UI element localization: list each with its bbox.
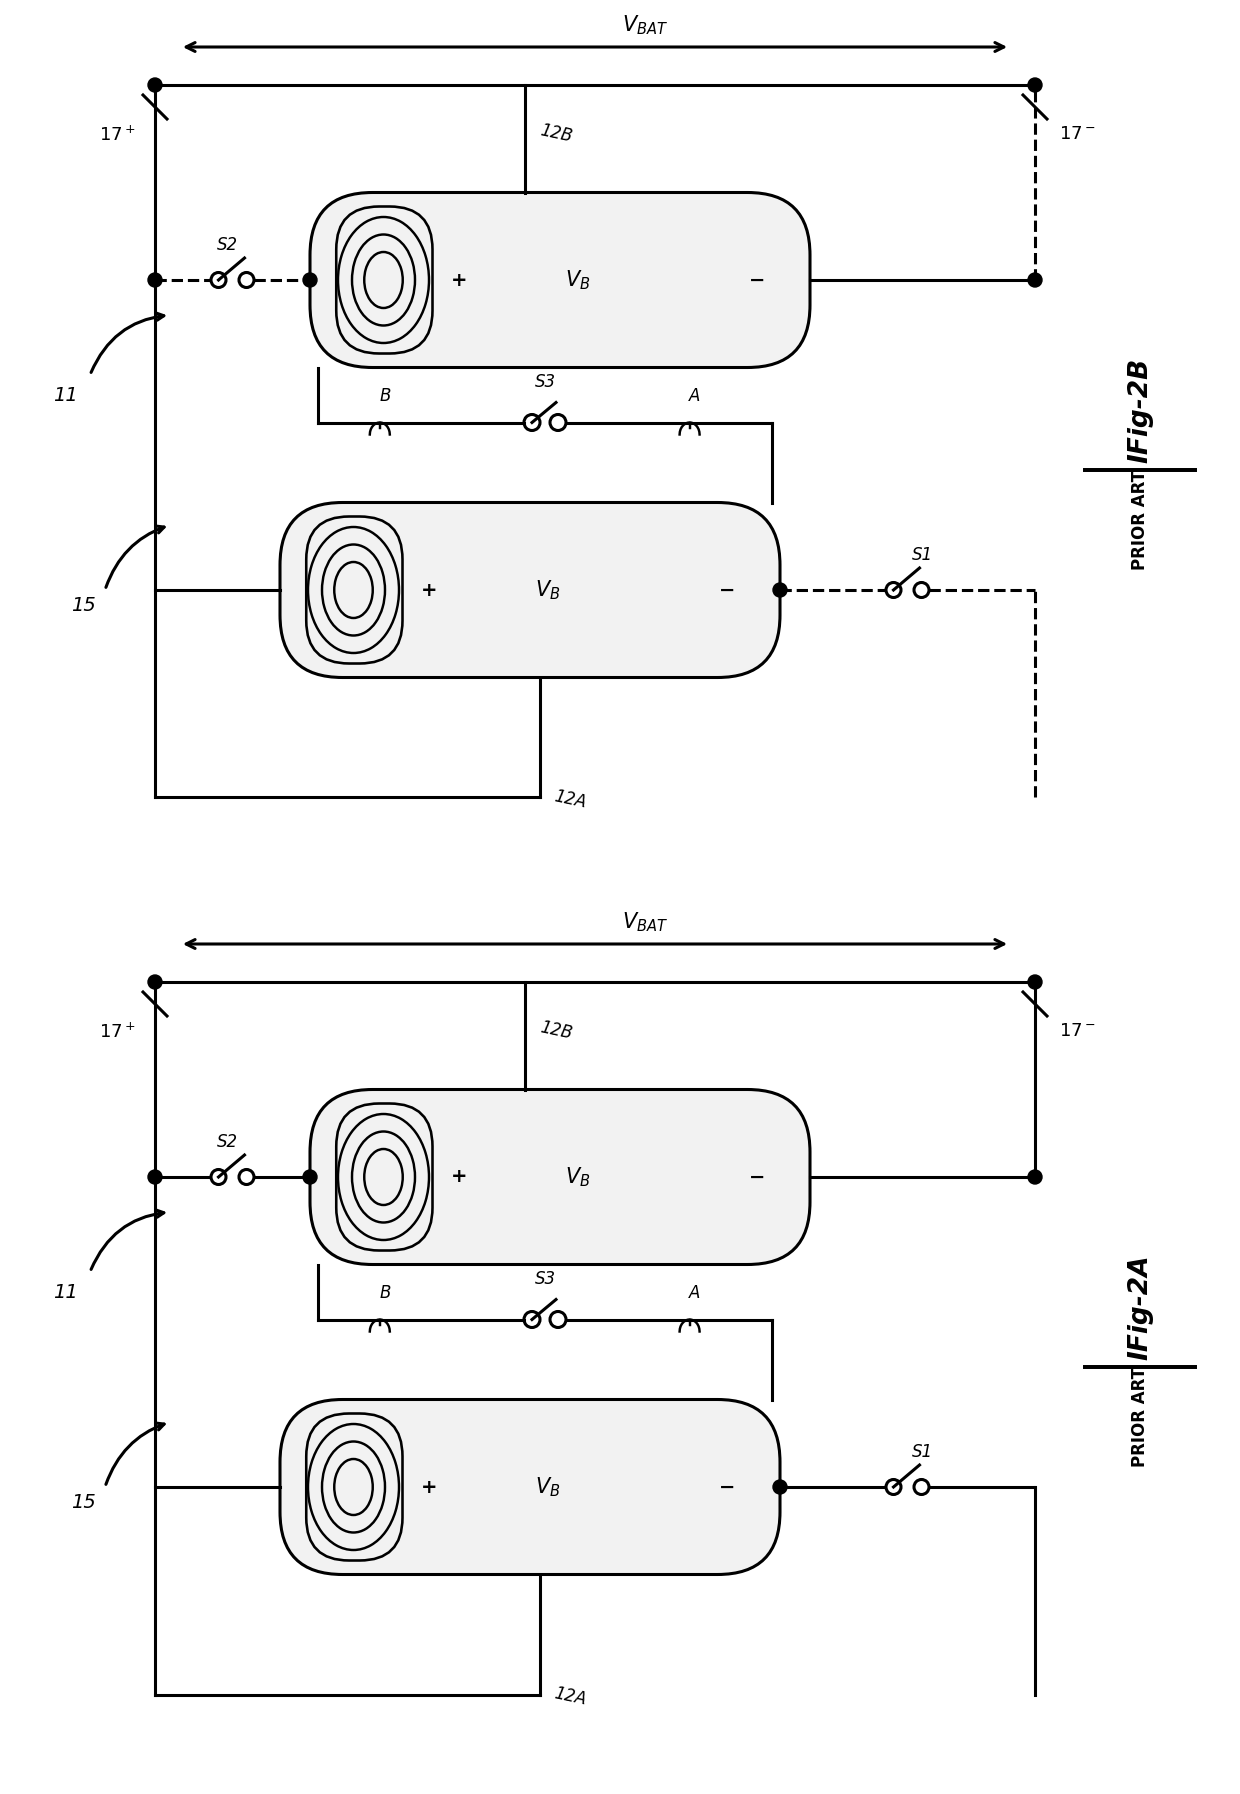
Text: $17^-$: $17^-$ [1059, 126, 1095, 144]
Text: IFig-2B: IFig-2B [1127, 357, 1153, 463]
FancyBboxPatch shape [306, 1414, 403, 1561]
Text: B: B [379, 1283, 391, 1301]
Text: IFig-2A: IFig-2A [1127, 1254, 1153, 1360]
Text: PRIOR ART: PRIOR ART [1131, 1367, 1149, 1467]
Circle shape [1028, 974, 1042, 988]
Text: A: A [689, 386, 701, 404]
Text: $V_B$: $V_B$ [534, 1475, 560, 1498]
Text: 15: 15 [71, 1493, 95, 1512]
FancyBboxPatch shape [280, 502, 780, 678]
Text: $17^+$: $17^+$ [99, 1023, 135, 1041]
Text: $V_B$: $V_B$ [564, 1164, 590, 1189]
Text: −: − [719, 581, 735, 599]
FancyBboxPatch shape [280, 1399, 780, 1575]
Circle shape [148, 1170, 162, 1184]
Text: +: + [420, 1478, 436, 1496]
Text: 12B: 12B [538, 1019, 574, 1042]
Text: $V_{BAT}$: $V_{BAT}$ [622, 13, 668, 38]
Text: PRIOR ART: PRIOR ART [1131, 470, 1149, 570]
Text: S3: S3 [534, 373, 556, 391]
Text: S1: S1 [911, 545, 932, 563]
Text: −: − [749, 271, 765, 289]
Text: 12A: 12A [552, 1685, 588, 1710]
Text: S1: S1 [911, 1442, 932, 1460]
Circle shape [1028, 77, 1042, 91]
Circle shape [1028, 273, 1042, 287]
Text: S2: S2 [217, 1134, 238, 1152]
Circle shape [1028, 1170, 1042, 1184]
Text: +: + [420, 581, 436, 599]
Text: S3: S3 [534, 1270, 556, 1288]
Circle shape [773, 583, 787, 597]
Circle shape [148, 77, 162, 91]
Circle shape [303, 1170, 317, 1184]
Circle shape [773, 1480, 787, 1494]
Text: $17^-$: $17^-$ [1059, 1023, 1095, 1041]
Text: 15: 15 [71, 596, 95, 615]
Text: $V_B$: $V_B$ [564, 267, 590, 292]
Text: 12A: 12A [552, 788, 588, 813]
Text: −: − [749, 1168, 765, 1186]
FancyBboxPatch shape [310, 192, 810, 368]
Text: S2: S2 [217, 237, 238, 255]
Circle shape [148, 974, 162, 988]
FancyBboxPatch shape [306, 517, 403, 664]
Text: 11: 11 [52, 386, 77, 404]
Text: $V_B$: $V_B$ [534, 578, 560, 601]
Text: $17^+$: $17^+$ [99, 126, 135, 144]
Text: −: − [719, 1478, 735, 1496]
Text: $V_{BAT}$: $V_{BAT}$ [622, 910, 668, 935]
Text: A: A [689, 1283, 701, 1301]
FancyBboxPatch shape [310, 1089, 810, 1265]
Text: 11: 11 [52, 1283, 77, 1301]
Text: +: + [450, 271, 467, 289]
Text: 12B: 12B [538, 122, 574, 145]
Text: B: B [379, 386, 391, 404]
FancyBboxPatch shape [336, 1103, 433, 1250]
FancyBboxPatch shape [336, 206, 433, 353]
Circle shape [303, 273, 317, 287]
Text: +: + [450, 1168, 467, 1186]
Circle shape [148, 273, 162, 287]
